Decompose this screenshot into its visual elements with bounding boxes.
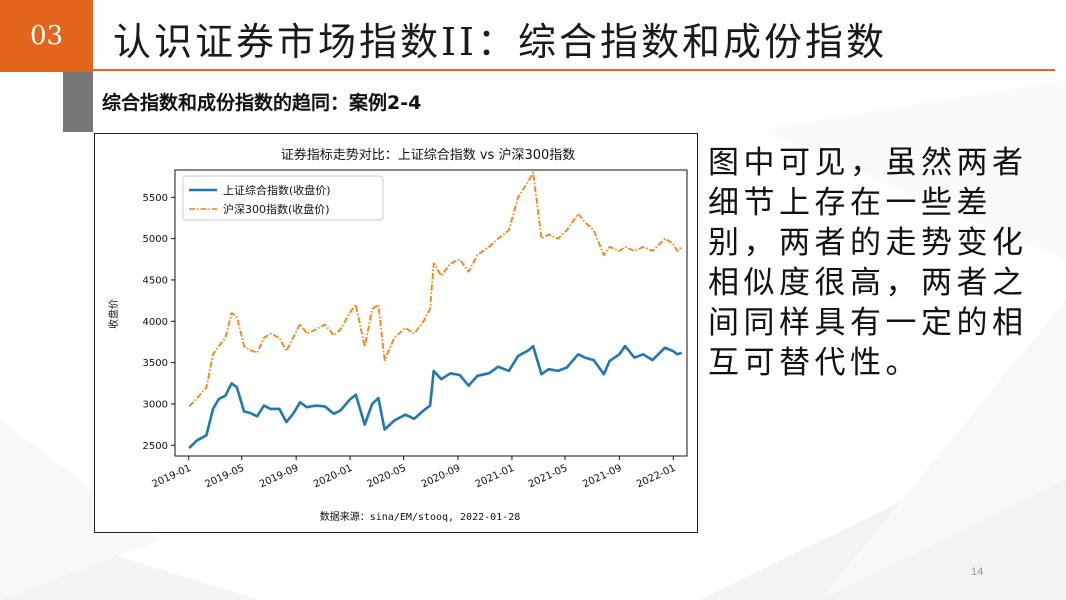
x-axis: 2019-01 2019-05 2019-09 2020-01 2020-05 2020-… bbox=[150, 456, 678, 491]
y-tick-label: 4000 bbox=[143, 317, 168, 328]
chart-source-note: 数据来源：sina/EM/stooq, 2022-01-28 bbox=[320, 510, 521, 523]
legend-label-sse: 上证综合指数(收盘价) bbox=[223, 183, 331, 197]
line-chart: 证券指标走势对比：上证综合指数 vs 沪深300指数 2500 3000 3500 4… bbox=[107, 147, 688, 523]
x-tick-label: 2019-01 bbox=[150, 463, 193, 491]
legend-label-csi300: 沪深300指数(收盘价) bbox=[223, 202, 330, 216]
chart-figure: 证券指标走势对比：上证综合指数 vs 沪深300指数 2500 3000 3500 4… bbox=[94, 133, 698, 533]
y-tick-label: 4500 bbox=[143, 275, 168, 286]
slide-title: 认识证券市场指数II：综合指数和成份指数 bbox=[113, 20, 888, 64]
x-tick-label: 2021-09 bbox=[581, 463, 624, 491]
series-layer bbox=[188, 171, 683, 450]
series-line-sse bbox=[188, 344, 683, 450]
x-tick-label: 2022-01 bbox=[635, 463, 678, 491]
section-number-badge: 03 bbox=[0, 0, 93, 72]
y-tick-label: 3000 bbox=[143, 399, 168, 410]
y-tick-label: 5500 bbox=[143, 193, 168, 204]
plot-area bbox=[174, 169, 688, 457]
x-tick-label: 2019-05 bbox=[204, 463, 247, 491]
title-underline bbox=[93, 69, 1055, 71]
y-tick-label: 5000 bbox=[143, 234, 168, 245]
y-tick-label: 2500 bbox=[143, 441, 168, 452]
y-axis: 2500 3000 3500 4000 4500 5000 5500 bbox=[143, 193, 175, 452]
series-line-csi300 bbox=[188, 171, 683, 408]
subtitle-accent-bar bbox=[63, 72, 93, 132]
chart-legend: 上证综合指数(收盘价) 沪深300指数(收盘价) bbox=[182, 175, 384, 221]
slide-subtitle: 综合指数和成份指数的趋同：案例2-4 bbox=[102, 92, 422, 114]
y-tick-label: 3500 bbox=[143, 358, 168, 369]
x-tick-label: 2020-01 bbox=[312, 463, 355, 491]
slide-description: 图中可见，虽然两者细节上存在一些差别，两者的走势变化相似度很高，两者之间同样具有… bbox=[708, 145, 1028, 381]
x-tick-label: 2020-05 bbox=[365, 463, 408, 491]
y-axis-label: 收盘价 bbox=[107, 299, 120, 329]
x-tick-label: 2021-05 bbox=[527, 463, 570, 491]
x-tick-label: 2021-01 bbox=[474, 463, 517, 491]
chart-title: 证券指标走势对比：上证综合指数 vs 沪深300指数 bbox=[281, 147, 576, 163]
x-tick-label: 2020-09 bbox=[420, 463, 463, 491]
x-tick-label: 2019-09 bbox=[258, 463, 301, 491]
page-number: 14 bbox=[971, 566, 984, 578]
